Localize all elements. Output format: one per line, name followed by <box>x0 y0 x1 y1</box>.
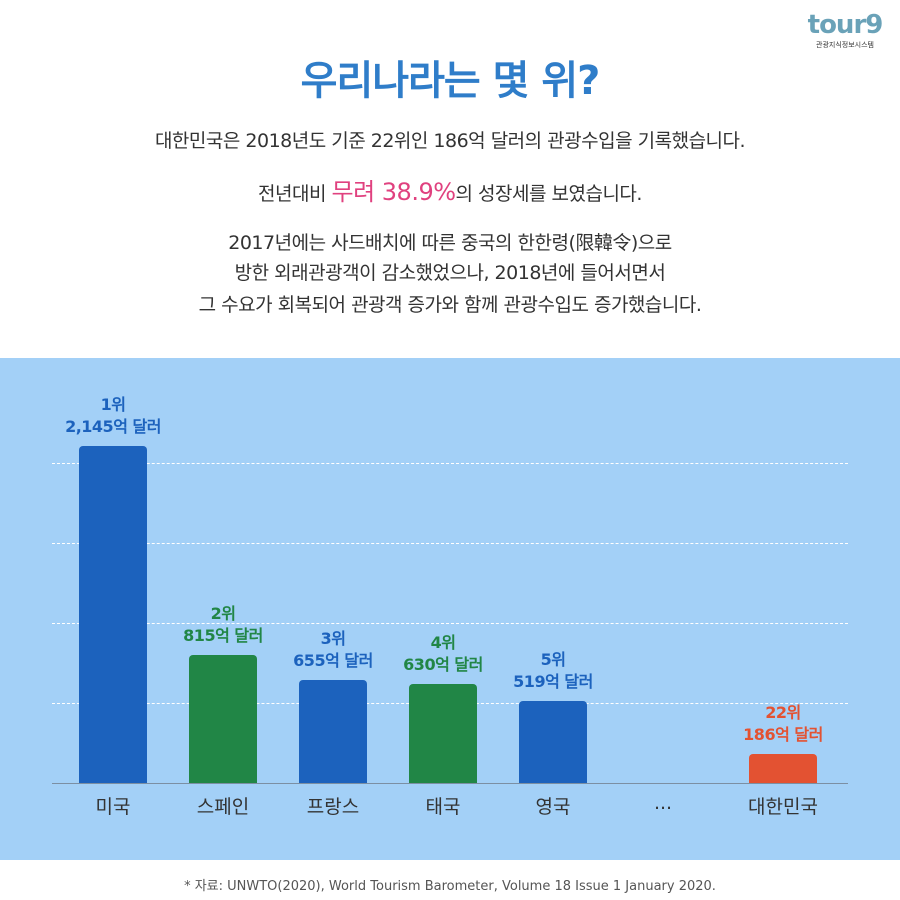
gridline <box>52 623 848 624</box>
bar <box>519 701 587 783</box>
bar <box>79 446 147 783</box>
category-label: 프랑스 <box>306 796 360 818</box>
category-label: 미국 <box>95 796 131 818</box>
value-label: 815억 달러 <box>183 625 263 645</box>
paragraph-1: 대한민국은 2018년도 기준 22위인 186억 달러의 관광수입을 기록했습… <box>154 130 746 152</box>
data-label: 5위 519억 달러 <box>473 649 633 693</box>
data-label: 3위 655억 달러 <box>253 628 413 672</box>
rank-label: 5위 <box>540 650 566 670</box>
bar <box>189 654 257 783</box>
bar <box>749 753 817 783</box>
growth-highlight: 무려 38.9% <box>331 178 457 206</box>
source-note: * 자료: UNWTO(2020), World Tourism Baromet… <box>184 879 716 894</box>
logo-text: tour9 <box>807 10 884 40</box>
category-label: 스페인 <box>196 796 250 818</box>
x-axis-line <box>52 783 848 784</box>
gridline <box>52 463 848 464</box>
page-title: 우리나라는 몇 위? <box>300 58 601 104</box>
rank-label: 3위 <box>320 629 346 649</box>
bar <box>409 684 477 783</box>
tour9-logo: tour9 관광지식정보시스템 <box>805 10 885 50</box>
value-label: 186억 달러 <box>743 724 823 744</box>
category-label: ... <box>653 792 673 814</box>
value-label: 630억 달러 <box>403 655 483 675</box>
paragraph-3-line-2: 방한 외래관광객이 감소했었으나, 2018년에 들어서면서 <box>234 262 666 284</box>
category-label: 대한민국 <box>748 796 818 818</box>
paragraph-2: 전년대비 무려 38.9%의 성장세를 보였습니다. <box>0 172 900 207</box>
data-label: 22위 186억 달러 <box>703 702 863 746</box>
data-label: 2위 815억 달러 <box>143 603 303 647</box>
value-label: 519억 달러 <box>513 672 593 692</box>
rank-label: 4위 <box>430 633 456 653</box>
gridline <box>52 543 848 544</box>
rank-label: 2위 <box>210 603 236 623</box>
category-label: 영국 <box>535 796 571 818</box>
value-label: 2,145억 달러 <box>65 417 161 436</box>
paragraph-2-after: 의 성장세를 보였습니다. <box>455 183 643 205</box>
bar <box>299 680 367 783</box>
data-label: 1위 2,145억 달러 <box>33 394 193 438</box>
paragraph-2-before: 전년대비 <box>258 183 332 205</box>
paragraph-3-line-1: 2017년에는 사드배치에 따른 중국의 한한령(限韓令)으로 <box>228 232 672 254</box>
logo-subtitle: 관광지식정보시스템 <box>816 41 874 49</box>
rank-label: 1위 <box>100 395 126 414</box>
value-label: 655억 달러 <box>293 651 373 671</box>
rank-label: 22위 <box>765 702 801 722</box>
data-label: 4위 630억 달러 <box>363 632 523 676</box>
paragraph-3-line-3: 그 수요가 회복되어 관광객 증가와 함께 관광수입도 증가했습니다. <box>198 294 702 316</box>
category-label: 태국 <box>425 796 461 818</box>
